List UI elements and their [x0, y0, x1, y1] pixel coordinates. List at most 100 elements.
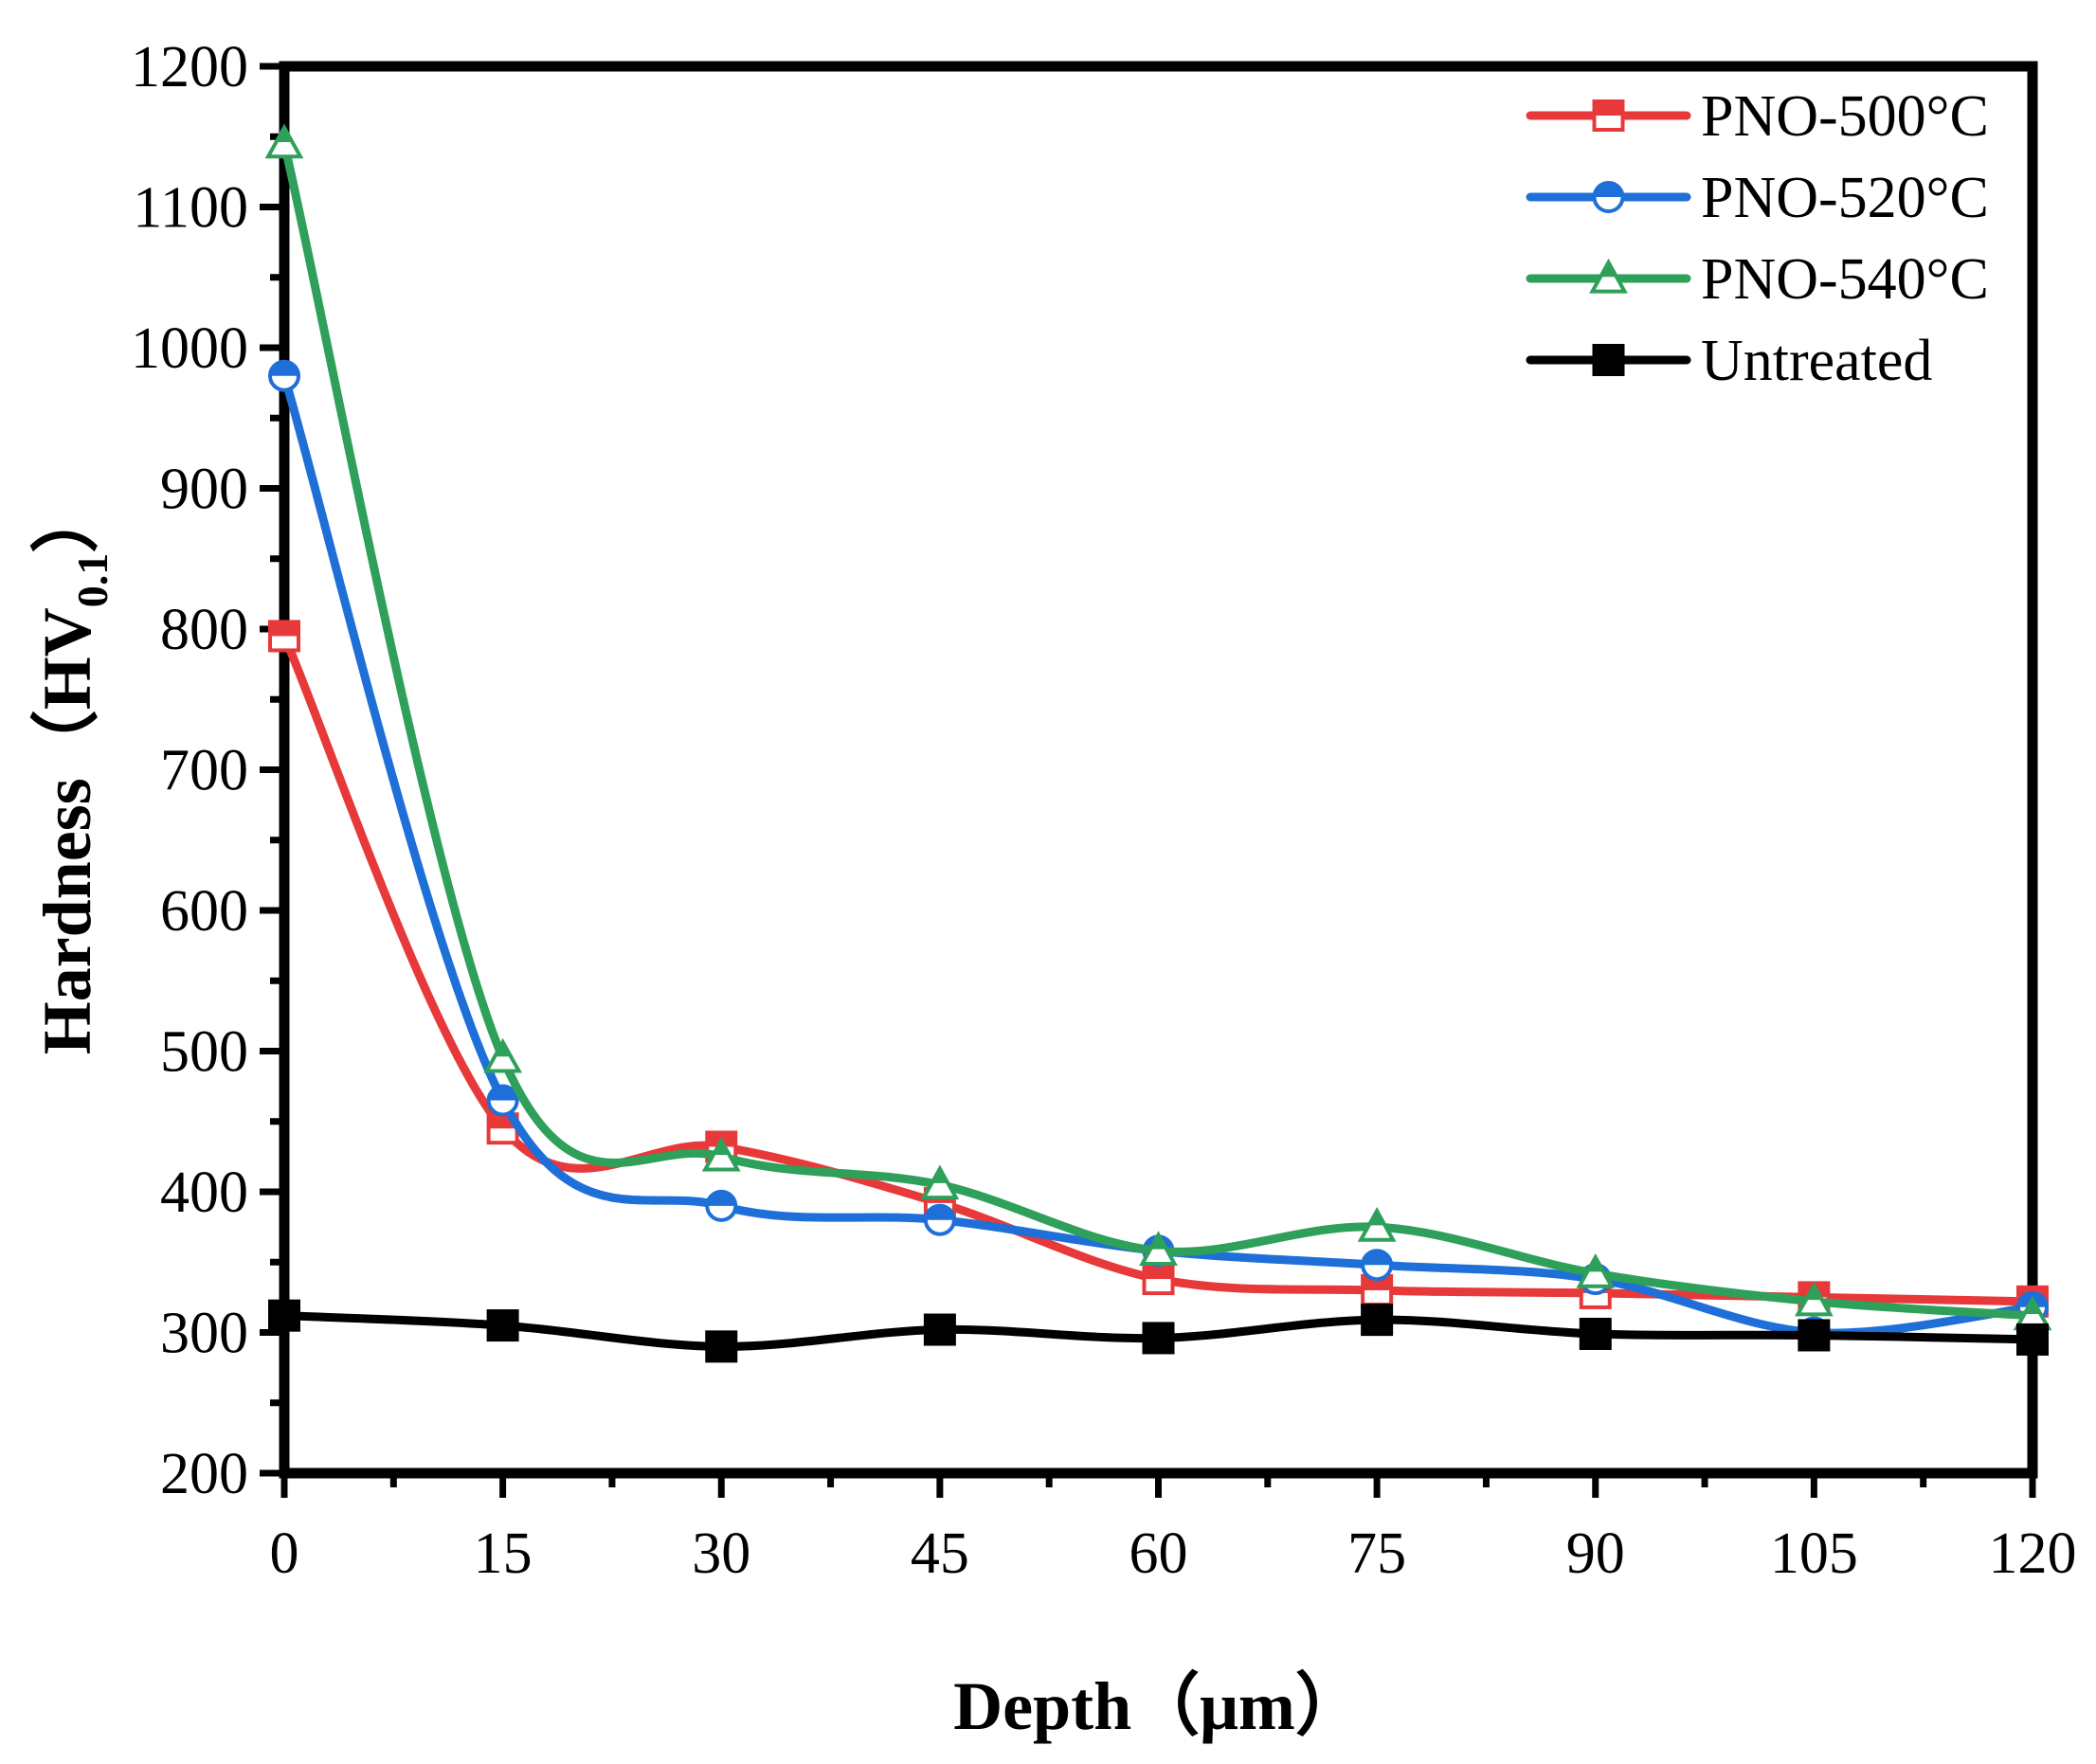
x-tick-label: 15 [474, 1521, 533, 1586]
marker-fill [1144, 1265, 1173, 1280]
legend-marker [1589, 258, 1628, 294]
data-point [923, 1313, 956, 1346]
data-point [1579, 1317, 1612, 1350]
marker-fill [707, 1191, 736, 1206]
data-point [1798, 1319, 1831, 1352]
data-point [920, 1164, 960, 1200]
legend-label: PNO-500°C [1701, 84, 1989, 149]
marker-shape [1592, 344, 1625, 376]
marker-fill [925, 1205, 954, 1220]
marker-shape [268, 1299, 300, 1332]
data-point [264, 123, 304, 159]
series-untreated [268, 1299, 2049, 1363]
data-point [486, 1084, 519, 1117]
marker-fill [1369, 1211, 1384, 1226]
y-axis-title-main: Hardness（HV [29, 607, 105, 1054]
marker-shape [1142, 1322, 1175, 1355]
data-point [923, 1203, 956, 1236]
y-axis-title: Hardness（HV0.1） [29, 485, 117, 1055]
x-tick-label: 0 [270, 1521, 299, 1586]
y-axis: 200 300 400 500 600 700 800 900 1000 1100 1200 [131, 35, 284, 1506]
marker-fill [495, 1041, 511, 1057]
x-axis-title: Depth（μm） [953, 1668, 1364, 1744]
x-tick-label: 75 [1347, 1521, 1406, 1586]
data-point [483, 1037, 523, 1073]
legend-item: PNO-500°C [1526, 84, 1989, 149]
y-axis-title-subscript: 0.1 [68, 553, 117, 608]
series-pno-540-c [264, 123, 2052, 1331]
y-axis-title-close: ） [29, 485, 105, 553]
marker-shape [486, 1309, 519, 1342]
data-point [268, 1299, 300, 1332]
y-tick-label: 800 [160, 598, 248, 662]
legend: PNO-500°C PNO-520°C PNO-540°C Untreated [1526, 84, 1989, 393]
marker-shape [1361, 1304, 1394, 1337]
y-tick-label: 400 [160, 1161, 248, 1225]
data-point [1794, 1281, 1834, 1317]
x-tick-label: 90 [1566, 1521, 1625, 1586]
y-tick-label: 1100 [133, 176, 248, 241]
data-point [705, 1189, 738, 1222]
y-tick-label: 700 [160, 739, 248, 803]
series-line [280, 139, 2037, 1321]
legend-marker [1592, 99, 1625, 132]
marker-fill [1600, 262, 1617, 278]
y-tick-label: 1200 [131, 35, 248, 99]
y-tick-label: 500 [160, 1020, 248, 1085]
marker-shape [923, 1313, 956, 1346]
marker-fill [714, 1140, 729, 1156]
y-tick-label: 200 [160, 1442, 248, 1506]
legend-item: Untreated [1526, 329, 1932, 393]
data-point [1142, 1263, 1175, 1296]
marker-fill [270, 361, 298, 376]
data-point [705, 1330, 738, 1363]
marker-fill [932, 1168, 948, 1183]
marker-fill [1594, 183, 1623, 197]
y-tick-label: 900 [160, 458, 248, 522]
x-tick-label: 60 [1129, 1521, 1188, 1586]
marker-fill [1594, 101, 1623, 116]
marker-fill [1363, 1275, 1392, 1290]
series-line [280, 371, 2037, 1338]
legend-label: PNO-540°C [1701, 247, 1989, 312]
marker-fill [1363, 1251, 1392, 1266]
marker-fill [1588, 1257, 1603, 1272]
y-tick-label: 1000 [131, 316, 248, 381]
marker-shape [2016, 1323, 2049, 1356]
data-point [268, 620, 300, 653]
data-point [1361, 1304, 1394, 1337]
data-point [486, 1309, 519, 1342]
legend-item: PNO-520°C [1526, 166, 1989, 230]
x-tick-label: 45 [911, 1521, 969, 1586]
data-point [701, 1136, 741, 1172]
series-layer [264, 123, 2052, 1363]
series-pno-500-c [268, 620, 2049, 1318]
data-point [1139, 1231, 1178, 1266]
marker-shape [1798, 1319, 1831, 1352]
data-point [1357, 1207, 1397, 1242]
legend-marker [1592, 344, 1625, 376]
data-point [1361, 1249, 1394, 1282]
marker-fill [277, 127, 292, 142]
marker-fill [1806, 1285, 1822, 1301]
marker-shape [705, 1330, 738, 1363]
series-line [280, 631, 2037, 1306]
legend-label: Untreated [1701, 329, 1932, 393]
data-point [268, 359, 300, 392]
y-tick-label: 300 [160, 1302, 248, 1366]
marker-fill [1150, 1234, 1166, 1250]
data-point [1576, 1253, 1616, 1288]
x-tick-label: 120 [1989, 1521, 2077, 1586]
y-tick-label: 600 [160, 879, 248, 944]
legend-marker [1592, 181, 1625, 213]
data-point [1142, 1322, 1175, 1355]
marker-shape [1579, 1317, 1612, 1350]
x-tick-label: 30 [692, 1521, 750, 1586]
marker-fill [2025, 1299, 2040, 1314]
legend-label: PNO-520°C [1701, 166, 1989, 230]
x-axis: 0 15 30 45 60 75 90 105 120 [270, 1473, 2077, 1586]
legend-item: PNO-540°C [1526, 247, 1989, 312]
marker-shape [483, 1037, 523, 1073]
series-pno-520-c [268, 359, 2049, 1349]
